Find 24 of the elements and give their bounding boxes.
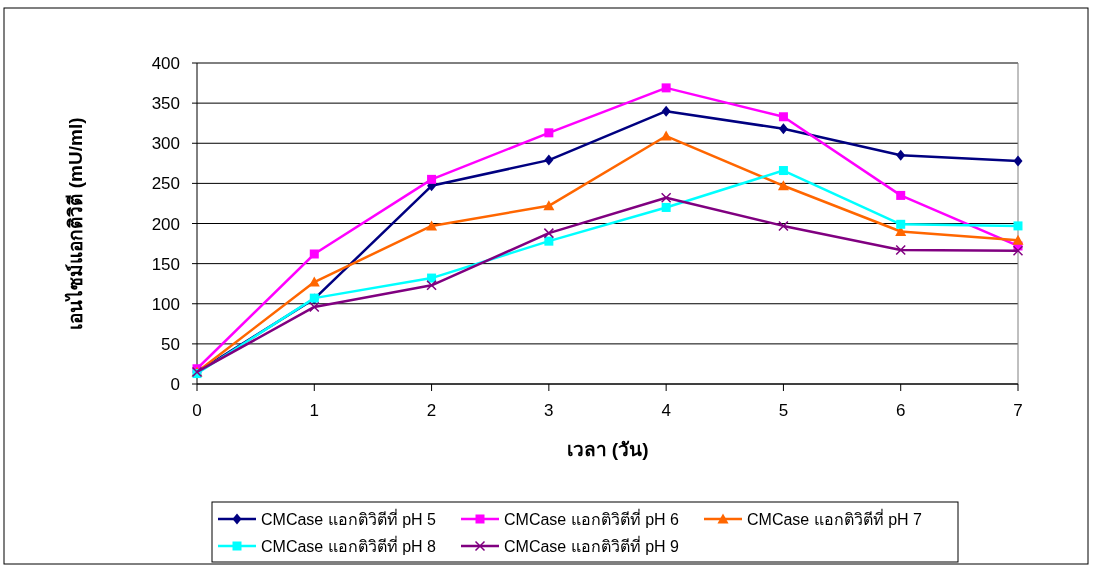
y-tick-label: 300: [151, 134, 180, 154]
y-tick-label: 50: [161, 334, 180, 354]
y-tick-label: 100: [151, 294, 180, 314]
x-tick-label: 3: [544, 401, 554, 420]
legend-label: CMCase แอกติวิตีที่ pH 6: [504, 508, 680, 528]
y-tick-label: 150: [151, 254, 180, 274]
legend-label: CMCase แอกติวิตีที่ pH 7: [747, 508, 923, 528]
y-tick-label: 400: [151, 54, 180, 73]
legend-label: CMCase แอกติวิตีที่ pH 8: [261, 535, 437, 555]
x-tick-label: 5: [778, 401, 789, 420]
y-tick-label: 350: [151, 94, 180, 114]
y-tick-label: 0: [170, 375, 180, 394]
y-axis-title: เอนไซม์แอกติวิตี (mU/ml): [64, 117, 86, 330]
x-tick-label: 0: [192, 401, 202, 420]
legend-label: CMCase แอกติวิตีที่ pH 9: [504, 535, 680, 555]
x-tick-label: 7: [1013, 401, 1023, 420]
x-tick-label: 2: [426, 401, 437, 420]
legend-label: CMCase แอกติวิตีที่ pH 5: [261, 508, 437, 528]
x-tick-label: 1: [309, 401, 320, 420]
y-tick-label: 200: [151, 214, 180, 234]
y-tick-label: 250: [151, 174, 180, 194]
x-axis-title: เวลา (วัน): [566, 439, 649, 460]
x-tick-label: 4: [661, 401, 671, 420]
x-tick-label: 6: [895, 401, 906, 420]
